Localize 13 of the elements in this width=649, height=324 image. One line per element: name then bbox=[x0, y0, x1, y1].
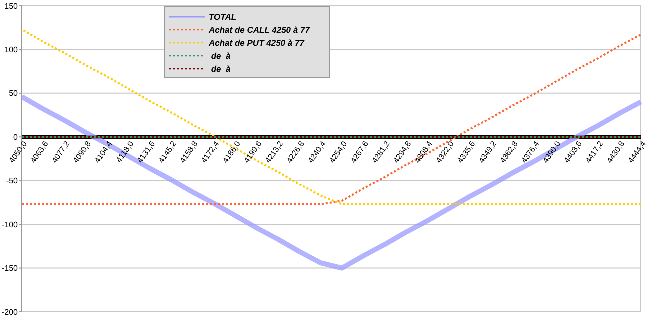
y-tick-label: -150 bbox=[2, 264, 19, 274]
y-tick-label: -100 bbox=[2, 220, 19, 230]
y-tick-label: 150 bbox=[4, 2, 19, 11]
legend-label: de à bbox=[209, 64, 232, 74]
y-tick-label: -50 bbox=[6, 176, 19, 186]
legend-label: Achat de CALL 4250 à 77 bbox=[208, 24, 312, 35]
legend-label: de à bbox=[209, 50, 232, 61]
y-tick-label: 50 bbox=[9, 89, 19, 98]
y-tick-label: -200 bbox=[2, 308, 19, 317]
legend-label: Achat de PUT 4250 à 77 bbox=[208, 38, 306, 48]
legend-label: TOTAL bbox=[209, 12, 237, 22]
y-tick-label: 0 bbox=[14, 132, 19, 142]
y-tick-label: 100 bbox=[4, 46, 19, 55]
